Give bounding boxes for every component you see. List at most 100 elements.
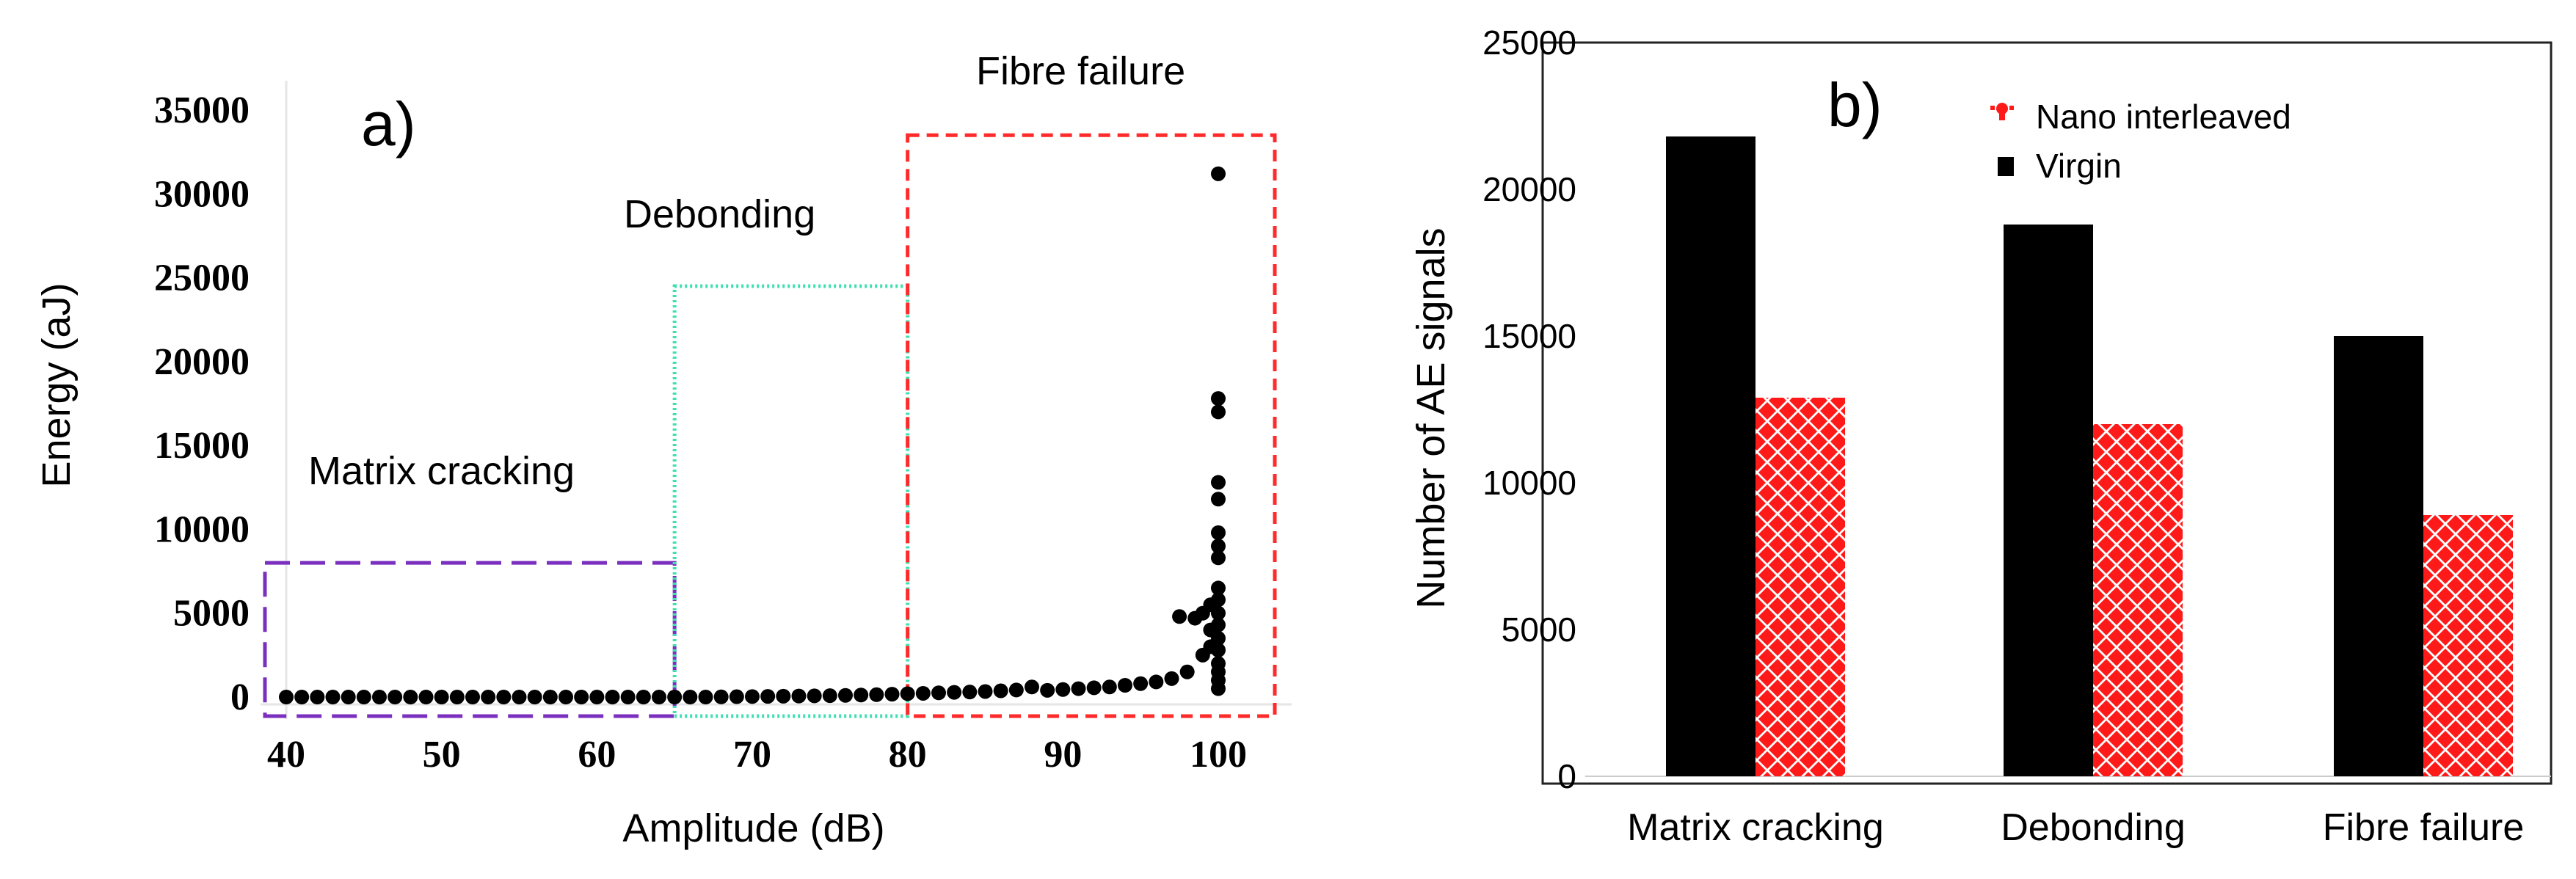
scatter-point xyxy=(760,689,776,704)
scatter-point xyxy=(884,687,900,702)
scatter-point xyxy=(698,690,713,704)
scatter-point xyxy=(1211,492,1226,507)
plot-b-y-tick-label: 15000 xyxy=(1482,317,1576,355)
scatter-point xyxy=(1025,679,1039,695)
scatter-point xyxy=(1211,643,1226,657)
scatter-point xyxy=(341,690,356,704)
plot-a-x-tick-label: 80 xyxy=(889,734,927,776)
plot-a-x-label: Amplitude (dB) xyxy=(622,806,884,850)
scatter-point xyxy=(807,688,822,704)
scatter-point xyxy=(962,685,978,700)
scatter-point xyxy=(294,690,310,704)
plot-a-y-tick-label: 20000 xyxy=(154,341,250,383)
plot-b-legend: Nano interleaved Virgin xyxy=(1990,98,2291,185)
plot-b-y-tick-label: 0 xyxy=(1557,757,1576,795)
plot-a-y-tick-label: 5000 xyxy=(173,593,250,635)
scatter-point xyxy=(1211,539,1226,554)
scatter-point xyxy=(1211,475,1226,490)
scatter-point xyxy=(1211,525,1226,540)
scatter-point xyxy=(683,690,698,704)
scatter-point xyxy=(620,690,636,704)
scatter-point xyxy=(1211,631,1226,646)
scatter-point xyxy=(931,685,946,701)
plot-b-y-tick-label: 10000 xyxy=(1482,464,1576,502)
bar-virgin-fibre-failure xyxy=(2334,336,2423,776)
scatter-point xyxy=(1055,682,1071,697)
bar-virgin-matrix-cracking xyxy=(1666,136,1755,776)
scatter-point xyxy=(776,688,791,704)
scatter-point xyxy=(356,690,371,704)
legend-nano-marker xyxy=(1990,103,2014,120)
plot-b-y-label: Number of AE signals xyxy=(1409,227,1453,608)
plot-a-points xyxy=(279,166,1226,704)
plot-a-x-tick-label: 40 xyxy=(267,734,305,776)
scatter-point xyxy=(1102,679,1117,695)
plot-a-y-tick-label: 30000 xyxy=(154,173,250,215)
scatter-point xyxy=(636,690,651,704)
scatter-point xyxy=(822,688,837,704)
scatter-point xyxy=(542,690,558,704)
scatter-point xyxy=(279,690,294,704)
scatter-point xyxy=(1211,550,1226,566)
scatter-point xyxy=(791,688,807,704)
plot-a-y-tick-label: 25000 xyxy=(154,258,250,299)
region-label-fibre-failure: Fibre failure xyxy=(976,49,1185,93)
scatter-point xyxy=(978,684,993,699)
scatter-point xyxy=(1211,391,1226,406)
panel-a-scatter: 0 5000 10000 15000 20000 25000 30000 35000 40 50… xyxy=(34,49,1292,850)
scatter-point xyxy=(838,687,853,703)
scatter-point xyxy=(854,687,869,703)
plot-a-y-tick-label: 0 xyxy=(230,676,250,718)
legend-nano-label: Nano interleaved xyxy=(2036,98,2291,136)
plot-a-y-tick-label: 10000 xyxy=(154,508,250,550)
region-box-debonding xyxy=(672,284,910,718)
scatter-point xyxy=(1211,617,1226,632)
scatter-point xyxy=(449,690,465,704)
scatter-point xyxy=(574,690,589,704)
plot-b-category-label: Matrix cracking xyxy=(1627,806,1884,849)
scatter-point xyxy=(1211,580,1226,596)
bar-virgin-debonding xyxy=(2004,225,2093,776)
plot-a-y-tick-label: 15000 xyxy=(154,425,250,467)
scatter-point xyxy=(481,690,496,704)
scatter-point xyxy=(729,689,744,704)
scatter-point xyxy=(559,690,573,704)
scatter-point xyxy=(1211,605,1226,621)
scatter-point xyxy=(496,690,512,704)
bar-nano-interleaved-debonding xyxy=(2093,424,2183,776)
scatter-point xyxy=(1211,592,1226,608)
plot-b-y-tick-label: 25000 xyxy=(1482,23,1576,62)
scatter-point xyxy=(434,690,449,704)
scatter-point xyxy=(993,683,1008,699)
plot-a-x-tick-label: 50 xyxy=(423,734,461,776)
panel-a-label: a) xyxy=(361,90,416,158)
bar-nano-interleaved-fibre-failure xyxy=(2423,515,2513,776)
scatter-point xyxy=(512,690,527,704)
scatter-point xyxy=(1149,674,1164,690)
scatter-point xyxy=(418,690,434,704)
plot-a-regions: Matrix cracking Debonding Fibre failure xyxy=(263,49,1277,718)
scatter-point xyxy=(310,690,325,704)
scatter-point xyxy=(605,690,620,704)
plot-b-category-label: Fibre failure xyxy=(2323,806,2525,849)
plot-a-x-tick-labels: 40 50 60 70 80 90 100 xyxy=(267,734,1247,776)
scatter-point xyxy=(372,690,387,704)
legend-virgin-marker xyxy=(1998,157,2014,176)
scatter-point xyxy=(900,686,915,701)
scatter-point xyxy=(465,690,480,704)
plot-b-y-tick-label: 20000 xyxy=(1482,170,1576,208)
region-label-matrix-cracking: Matrix cracking xyxy=(308,449,575,493)
scatter-point xyxy=(403,690,418,704)
plot-a-x-tick-label: 60 xyxy=(578,734,616,776)
scatter-point xyxy=(1164,671,1179,686)
scatter-point xyxy=(652,690,666,704)
scatter-point xyxy=(1118,678,1132,693)
plot-b-y-tick-label: 5000 xyxy=(1502,610,1576,649)
scatter-point xyxy=(713,689,729,704)
scatter-point xyxy=(1071,681,1086,696)
scatter-point xyxy=(667,690,683,704)
legend-virgin-label: Virgin xyxy=(2036,147,2122,185)
region-box-fibre-failure xyxy=(906,133,1277,718)
plot-b-y-tick-labels: 0 5000 10000 15000 20000 25000 xyxy=(1482,23,1576,795)
